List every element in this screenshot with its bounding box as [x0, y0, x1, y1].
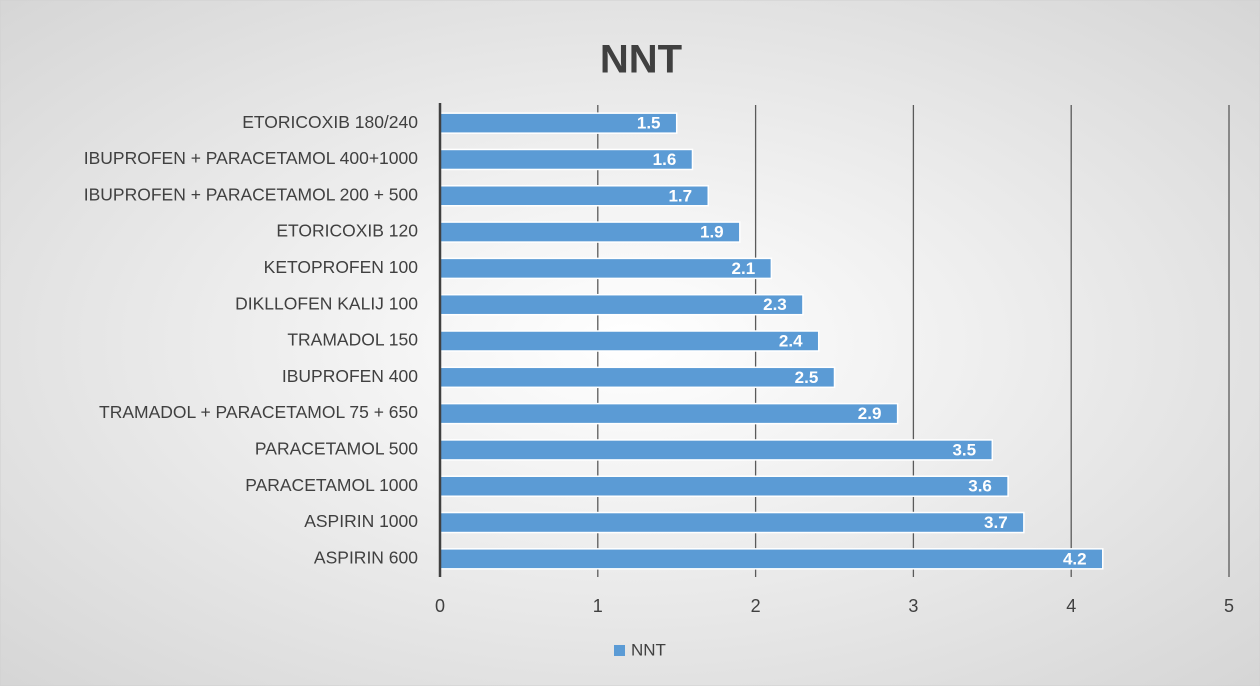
- bar: [439, 402, 899, 425]
- y-tick-label: DIKLLOFEN KALIJ 100: [235, 293, 418, 313]
- data-label: 1.5: [637, 114, 661, 133]
- x-tick-label: 3: [908, 596, 918, 616]
- y-tick-label: ETORICOXIB 180/240: [242, 112, 418, 132]
- legend-label: NNT: [631, 640, 666, 659]
- bar: [439, 511, 1025, 534]
- bar: [439, 221, 741, 243]
- bar: [439, 293, 804, 316]
- y-tick-label: ASPIRIN 600: [314, 547, 418, 567]
- data-label: 1.6: [653, 150, 677, 169]
- y-tick-label: PARACETAMOL 500: [255, 439, 418, 459]
- x-tick-label: 5: [1224, 596, 1234, 616]
- data-label: 4.2: [1063, 549, 1087, 568]
- chart-title: NNT: [600, 38, 682, 82]
- data-label: 3.6: [968, 477, 992, 496]
- y-tick-label: TRAMADOL + PARACETAMOL 75 + 650: [99, 402, 418, 422]
- data-label: 2.4: [779, 331, 803, 350]
- y-tick-label: TRAMADOL 150: [287, 330, 418, 350]
- data-label: 3.5: [952, 440, 976, 459]
- bar: [439, 548, 1104, 570]
- data-label: 2.3: [763, 295, 787, 314]
- y-tick-label: KETOPROFEN 100: [264, 257, 419, 277]
- bar: [439, 366, 836, 389]
- legend-swatch: [614, 645, 625, 656]
- y-tick-label: IBUPROFEN + PARACETAMOL 200 + 500: [84, 184, 419, 204]
- bar: [439, 439, 994, 461]
- data-label: 2.1: [732, 259, 756, 278]
- data-label: 2.5: [795, 368, 819, 387]
- data-label: 1.7: [668, 186, 692, 205]
- bar: [439, 257, 773, 280]
- x-tick-label: 4: [1066, 596, 1076, 616]
- data-label: 2.9: [858, 404, 882, 423]
- y-tick-label: PARACETAMOL 1000: [245, 475, 418, 495]
- x-tick-label: 1: [593, 596, 603, 616]
- data-label: 3.7: [984, 513, 1008, 532]
- y-tick-label: ASPIRIN 1000: [304, 511, 418, 531]
- data-label: 1.9: [700, 223, 724, 242]
- bar: [439, 330, 820, 352]
- y-tick-label: IBUPROFEN 400: [282, 366, 418, 386]
- y-tick-label: ETORICOXIB 120: [276, 221, 418, 241]
- y-tick-label: IBUPROFEN + PARACETAMOL 400+1000: [84, 148, 419, 168]
- x-tick-label: 0: [435, 596, 445, 616]
- bar: [439, 475, 1009, 497]
- x-tick-label: 2: [751, 596, 761, 616]
